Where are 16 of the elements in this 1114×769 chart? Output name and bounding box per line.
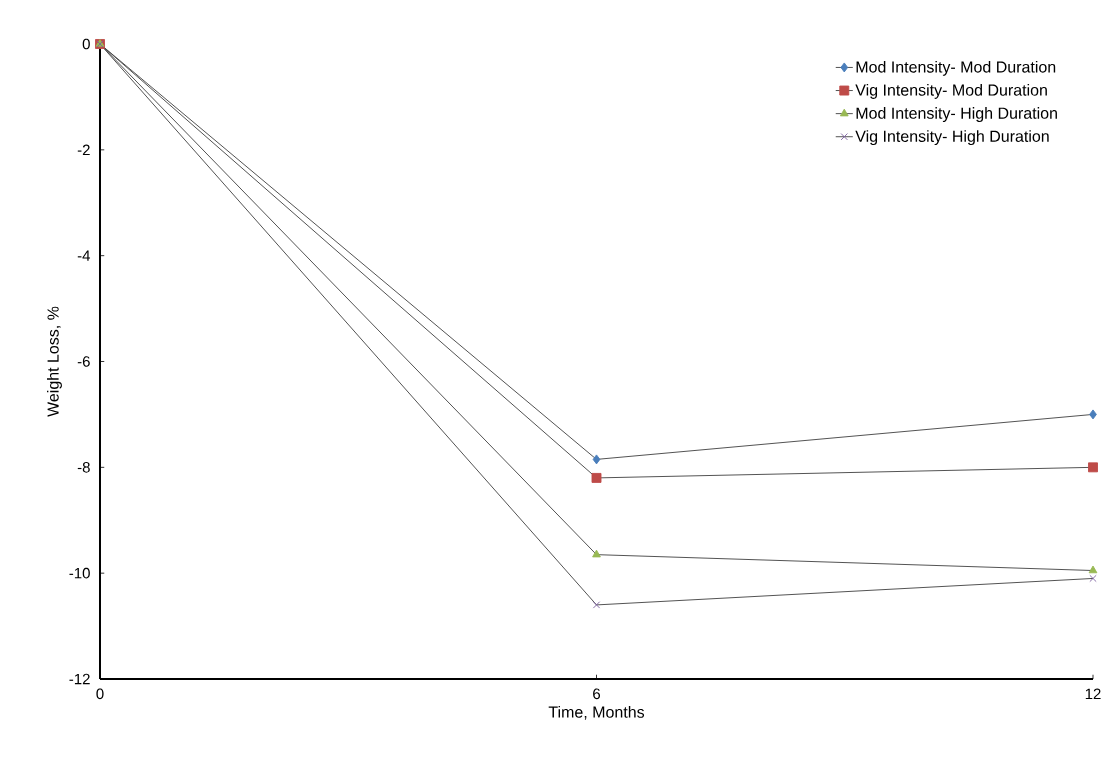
x-tick-label: 0 xyxy=(96,688,104,700)
x-tick-label: 6 xyxy=(593,688,601,700)
y-tick-label: -12 xyxy=(69,673,90,685)
legend-label: Mod Intensity- High Duration xyxy=(856,107,1057,123)
y-axis-title: Weight Loss, % xyxy=(47,306,62,417)
legend-label: Mod Intensity- Mod Duration xyxy=(856,60,1056,76)
legend-label: Vig Intensity- High Duration xyxy=(855,130,1049,146)
legend-label: Vig Intensity- Mod Duration xyxy=(855,84,1047,99)
x-tick-label: 12 xyxy=(1085,688,1101,700)
y-tick-label: -10 xyxy=(69,567,90,579)
y-tick-label: -2 xyxy=(77,144,90,156)
y-tick-label: -8 xyxy=(77,462,90,473)
x-axis-title: Time, Months xyxy=(548,706,645,720)
y-tick-label: 0 xyxy=(82,38,90,50)
y-tick-label: -4 xyxy=(77,250,91,261)
y-tick-label: -6 xyxy=(77,356,90,367)
